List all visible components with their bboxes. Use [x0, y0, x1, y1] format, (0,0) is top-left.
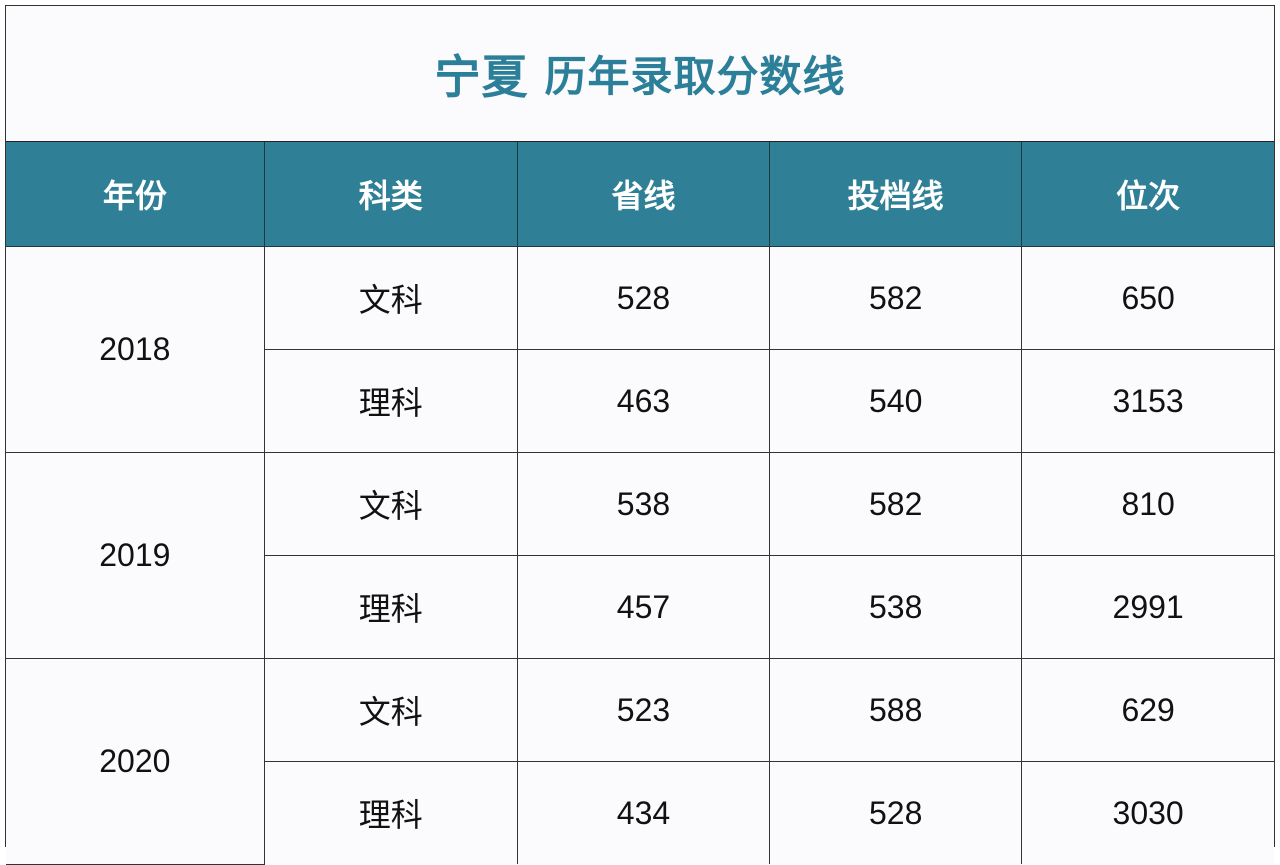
column-header: 位次 [1021, 142, 1274, 247]
table-header-row: 年份 科类 省线 投档线 位次 [6, 142, 1274, 247]
filing-line-cell: 528 [769, 761, 1023, 864]
category-cell: 理科 [264, 349, 518, 453]
table-row: 2020 文科 523 588 629 [6, 658, 1274, 865]
table-row: 理科 434 528 3030 [6, 761, 1274, 864]
category-cell: 文科 [263, 246, 518, 350]
rank-cell: 810 [1021, 452, 1274, 556]
provincial-line-cell: 463 [516, 349, 771, 453]
rank-cell: 629 [1021, 658, 1274, 762]
column-header: 省线 [516, 142, 771, 247]
admission-score-table: 年份 科类 省线 投档线 位次 2018 文科 528 582 650 理科 463 540 3153 2… [6, 142, 1274, 865]
provincial-line-cell: 434 [516, 761, 771, 864]
filing-line-cell: 582 [769, 452, 1023, 556]
provincial-line-cell: 528 [516, 246, 771, 350]
provincial-line-cell: 523 [516, 658, 771, 762]
category-cell: 文科 [263, 452, 518, 556]
provincial-line-cell: 538 [516, 452, 771, 556]
rank-cell: 3153 [1021, 349, 1274, 453]
category-cell: 理科 [264, 555, 518, 659]
filing-line-cell: 540 [769, 349, 1023, 453]
rank-cell: 650 [1021, 246, 1274, 350]
table-row: 2019 文科 538 582 810 [6, 452, 1274, 659]
year-cell: 2019 [6, 452, 265, 659]
filing-line-cell: 582 [769, 246, 1023, 350]
title-text: 历年录取分数线 [544, 53, 846, 100]
filing-line-cell: 588 [769, 658, 1023, 762]
category-cell: 文科 [263, 658, 518, 762]
filing-line-cell: 538 [769, 555, 1023, 659]
table-row: 理科 457 538 2991 [6, 555, 1274, 659]
table-row: 2018 文科 528 582 650 [6, 246, 1274, 453]
title-province: 宁夏 [434, 50, 529, 103]
column-header: 年份 [6, 142, 265, 247]
provincial-line-cell: 457 [516, 555, 771, 659]
rank-cell: 2991 [1021, 555, 1274, 659]
column-header: 投档线 [769, 142, 1023, 247]
score-table-card: 宁夏 历年录取分数线 年份 科类 省线 投档线 位次 2018 文科 528 582 650 理科… [5, 5, 1275, 865]
category-cell: 理科 [264, 761, 518, 864]
year-cell: 2020 [6, 658, 265, 865]
column-header: 科类 [263, 142, 518, 247]
year-cell: 2018 [6, 246, 265, 453]
table-row: 理科 463 540 3153 [6, 349, 1274, 453]
rank-cell: 3030 [1021, 761, 1274, 864]
page-title: 宁夏 历年录取分数线 [6, 6, 1274, 142]
